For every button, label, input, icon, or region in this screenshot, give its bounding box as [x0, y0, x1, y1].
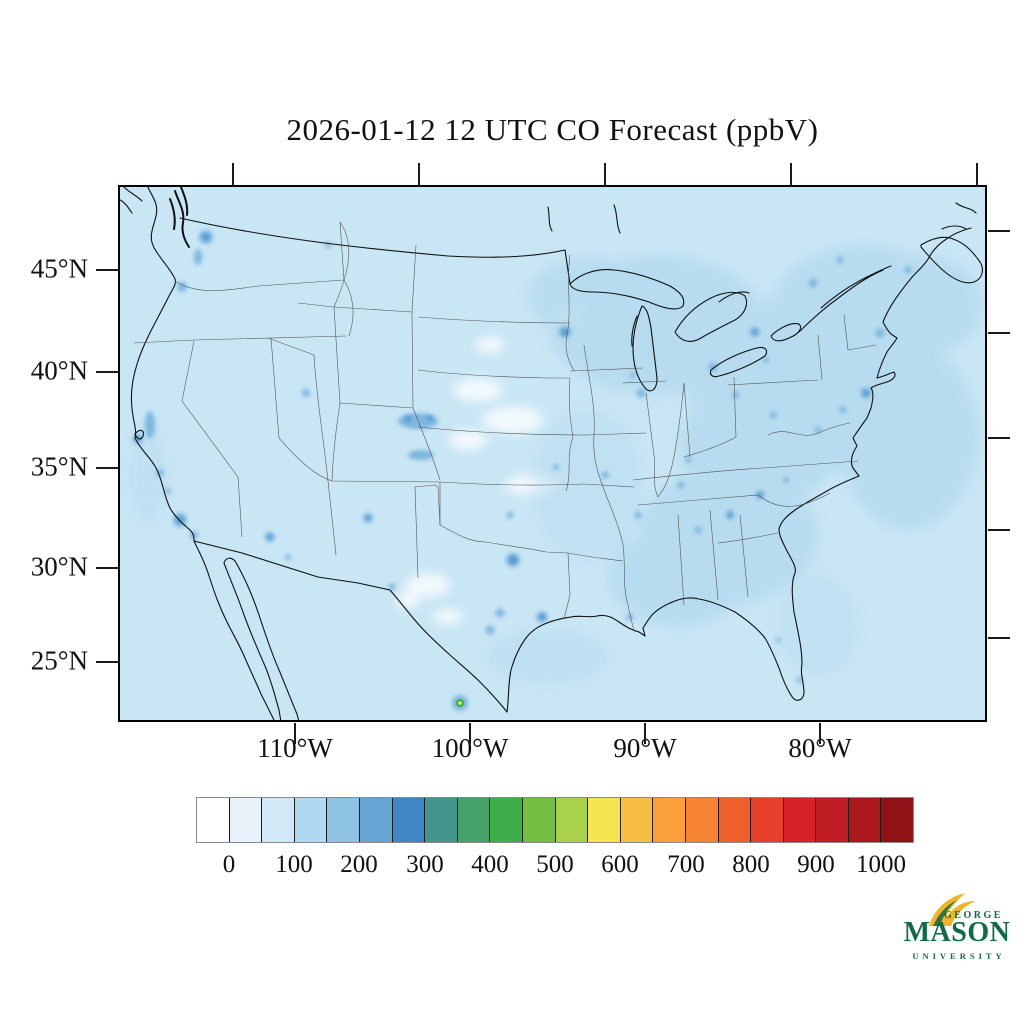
colorbar-cell	[718, 798, 752, 842]
axis-tick	[96, 661, 118, 663]
axis-tick	[790, 163, 792, 185]
colorbar-cell	[327, 798, 360, 842]
gmu-swoosh-icon	[929, 893, 975, 926]
colorbar-cells	[196, 797, 914, 843]
colorbar-tick-label: 700	[667, 851, 705, 878]
colorbar-tick-label: 1000	[856, 851, 906, 878]
colorbar-tick-label: 0	[222, 851, 236, 878]
colorbar-cell	[262, 798, 295, 842]
axis-tick	[988, 332, 1010, 334]
colorbar-cell	[588, 798, 621, 842]
colorbar-cell	[848, 798, 882, 842]
axis-tick	[96, 371, 118, 373]
axis-tick	[819, 723, 821, 744]
axis-tick	[232, 163, 234, 185]
forecast-map	[118, 185, 987, 722]
chart-title: 2026-01-12 12 UTC CO Forecast (ppbV)	[286, 112, 819, 147]
colorbar-cell	[620, 798, 654, 842]
colorbar-cell	[359, 798, 393, 842]
axis-tick	[96, 467, 118, 469]
colorbar-tick-label: 300	[406, 851, 444, 878]
lat-label-35n: 35°N	[30, 451, 88, 482]
axis-tick	[988, 437, 1010, 439]
lat-label-40n: 40°N	[30, 355, 88, 386]
colorbar-cell	[229, 798, 263, 842]
colorbar-tick-label: 500	[536, 851, 574, 878]
colorbar-cell	[783, 798, 817, 842]
colorbar-cell	[653, 798, 686, 842]
gmu-logo: GEORGE MASON UNIVERSITY	[897, 893, 1017, 971]
coastlines	[118, 185, 987, 722]
state-borders	[133, 221, 877, 632]
axis-tick	[294, 723, 296, 744]
hotspot-monterrey	[452, 695, 468, 711]
map-canvas	[118, 185, 987, 722]
colorbar-cell	[490, 798, 523, 842]
colorbar-tick-label: 800	[732, 851, 770, 878]
regional-haze	[130, 245, 983, 685]
colorbar-cell	[751, 798, 784, 842]
colorbar-tick-label: 200	[340, 851, 378, 878]
colorbar-cell	[392, 798, 426, 842]
colorbar-cell	[197, 798, 230, 842]
axis-tick	[96, 269, 118, 271]
gmu-logo-university: UNIVERSITY	[912, 951, 1006, 961]
colorbar-cell	[555, 798, 589, 842]
axis-tick	[988, 529, 1010, 531]
axis-tick	[96, 567, 118, 569]
map-frame	[118, 185, 987, 722]
lat-label-30n: 30°N	[30, 551, 88, 582]
colorbar-cell	[294, 798, 328, 842]
axis-tick	[604, 163, 606, 185]
colorbar-cell	[522, 798, 556, 842]
colorbar-cell	[457, 798, 491, 842]
axis-tick	[644, 723, 646, 744]
colorbar-cell	[816, 798, 849, 842]
axis-tick	[418, 163, 420, 185]
gmu-logo-george: GEORGE	[944, 910, 1003, 921]
lat-label-25n: 25°N	[30, 645, 88, 676]
colorbar-tick-label: 900	[797, 851, 835, 878]
colorbar-cell	[425, 798, 458, 842]
colorbar-tick-label: 400	[471, 851, 509, 878]
colorbar-cell	[881, 798, 914, 842]
axis-tick	[988, 637, 1010, 639]
lat-label-45n: 45°N	[30, 253, 88, 284]
axis-tick	[469, 723, 471, 744]
colorbar-tick-label: 100	[275, 851, 313, 878]
axis-tick	[988, 230, 1010, 232]
axis-tick	[976, 163, 978, 185]
colorbar-tick-label: 600	[601, 851, 639, 878]
gmu-logo-mason: MASON	[903, 917, 1011, 948]
colorbar-cell	[685, 798, 719, 842]
